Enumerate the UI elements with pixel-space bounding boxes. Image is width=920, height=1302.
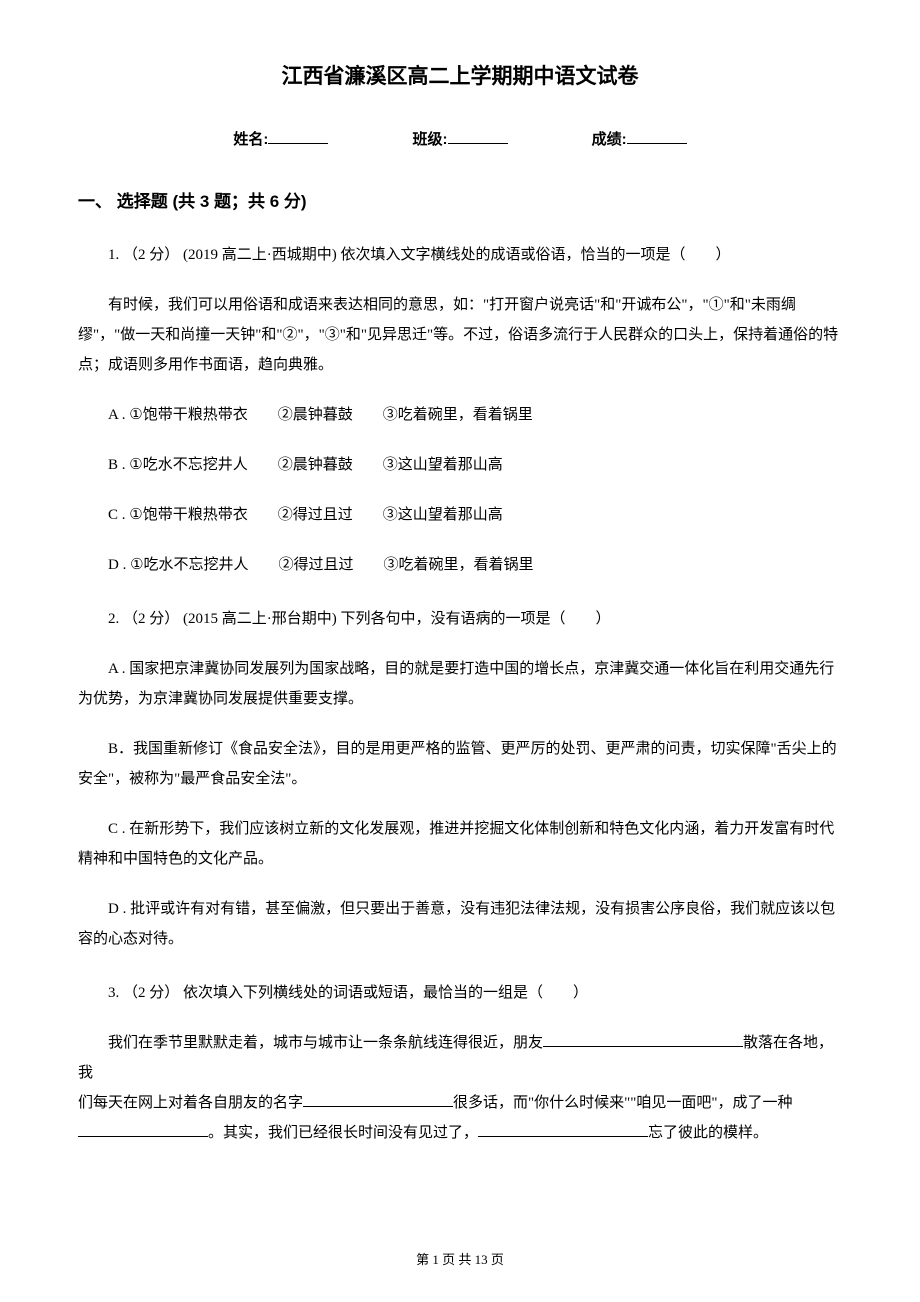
q2-option-b: B．我国重新修订《食品安全法》，目的是用更严格的监管、更严厉的处罚、更严肃的问责… — [78, 734, 842, 794]
q3-p2a: 们每天在网上对着各自朋友的名字 — [78, 1095, 303, 1111]
score-field: 成绩: — [592, 128, 687, 149]
student-info-row: 姓名: 班级: 成绩: — [78, 128, 842, 149]
q3-blank-4 — [478, 1122, 648, 1137]
q3-blank-3 — [78, 1122, 208, 1137]
class-field: 班级: — [413, 128, 508, 149]
q2-option-a: A . 国家把京津冀协同发展列为国家战略，目的就是要打造中国的增长点，京津冀交通… — [78, 654, 842, 714]
q2-option-d: D . 批评或许有对有错，甚至偏激，但只要出于善意，没有违犯法律法规，没有损害公… — [78, 894, 842, 954]
class-label: 班级: — [413, 131, 448, 148]
q3-p1a: 我们在季节里默默走着，城市与城市让一条条航线连得很近，朋友 — [108, 1035, 543, 1051]
q3-p3b: 忘了彼此的模样。 — [648, 1125, 768, 1141]
question-3: 3. （2 分） 依次填入下列横线处的词语或短语，最恰当的一组是（ ） 我们在季… — [78, 978, 842, 1148]
score-blank — [627, 129, 687, 144]
page-footer: 第 1 页 共 13 页 — [0, 1249, 920, 1268]
exam-title: 江西省濂溪区高二上学期期中语文试卷 — [78, 60, 842, 90]
name-field: 姓名: — [233, 128, 328, 149]
q1-option-d: D . ①吃水不忘挖井人 ②得过且过 ③吃着碗里，看着锅里 — [78, 550, 842, 580]
q3-p3a: 。其实，我们已经很长时间没有见过了， — [208, 1125, 478, 1141]
question-1: 1. （2 分） (2019 高二上·西城期中) 依次填入文字横线处的成语或俗语… — [78, 240, 842, 580]
q2-lead: 2. （2 分） (2015 高二上·邢台期中) 下列各句中，没有语病的一项是（… — [78, 604, 842, 634]
question-2: 2. （2 分） (2015 高二上·邢台期中) 下列各句中，没有语病的一项是（… — [78, 604, 842, 954]
q3-p2b: 很多话，而"你什么时候来""咱见一面吧"，成了一种 — [453, 1095, 793, 1111]
section-1-heading: 一、 选择题 (共 3 题；共 6 分) — [78, 187, 842, 212]
q1-passage: 有时候，我们可以用俗语和成语来表达相同的意思，如："打开窗户说亮话"和"开诚布公… — [78, 290, 842, 380]
q3-line-1: 我们在季节里默默走着，城市与城市让一条条航线连得很近，朋友散落在各地，我 — [78, 1028, 842, 1088]
name-label: 姓名: — [233, 131, 268, 148]
q3-blank-1 — [543, 1032, 743, 1047]
q1-option-c: C . ①饱带干粮热带衣 ②得过且过 ③这山望着那山高 — [78, 500, 842, 530]
q2-option-c: C . 在新形势下，我们应该树立新的文化发展观，推进并挖掘文化体制创新和特色文化… — [78, 814, 842, 874]
q3-line-2: 们每天在网上对着各自朋友的名字 很多话，而"你什么时候来""咱见一面吧"，成了一种 — [78, 1088, 842, 1118]
q1-option-b: B . ①吃水不忘挖井人 ②晨钟暮鼓 ③这山望着那山高 — [78, 450, 842, 480]
name-blank — [268, 129, 328, 144]
q1-lead: 1. （2 分） (2019 高二上·西城期中) 依次填入文字横线处的成语或俗语… — [78, 240, 842, 270]
q3-blank-2 — [303, 1092, 453, 1107]
q3-lead: 3. （2 分） 依次填入下列横线处的词语或短语，最恰当的一组是（ ） — [78, 978, 842, 1008]
q1-option-a: A . ①饱带干粮热带衣 ②晨钟暮鼓 ③吃着碗里，看着锅里 — [78, 400, 842, 430]
q3-line-3: 。其实，我们已经很长时间没有见过了， 忘了彼此的模样。 — [78, 1118, 842, 1148]
score-label: 成绩: — [592, 131, 627, 148]
class-blank — [448, 129, 508, 144]
